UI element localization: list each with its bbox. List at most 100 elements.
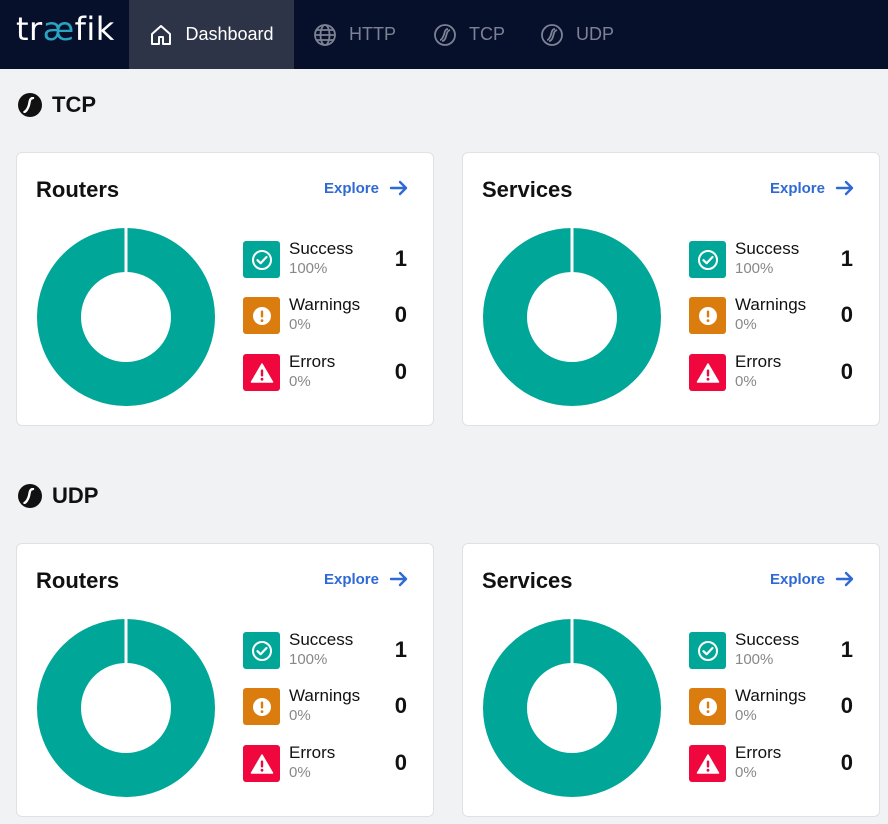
tab-http[interactable]: HTTP [313, 0, 396, 69]
stat-count: 0 [840, 302, 853, 327]
section-title-text: TCP [52, 92, 96, 117]
stat-errors: Errors 0% 0 [243, 352, 413, 392]
stat-percentage: 0% [289, 707, 311, 724]
tcp-routers-card: Routers Explore Success 100% 1 Warnings 0% 0 Err… [16, 152, 434, 426]
protocol-icon [18, 93, 42, 117]
stat-percentage: 0% [289, 316, 311, 333]
error-triangle-icon [250, 362, 273, 383]
stat-percentage: 0% [289, 764, 311, 781]
stat-errors: Errors 0% 0 [689, 743, 859, 783]
warning-circle-icon [698, 697, 717, 716]
traefik-logo[interactable]: træfik [16, 10, 115, 48]
explore-link[interactable]: Explore [770, 570, 855, 588]
stat-label: Success [289, 239, 354, 258]
section-title-tcp: TCP [18, 92, 96, 118]
explore-label: Explore [769, 570, 825, 588]
check-circle-icon [697, 640, 718, 661]
explore-label: Explore [323, 179, 379, 197]
home-icon [151, 24, 172, 45]
stat-count: 0 [840, 693, 853, 718]
explore-link[interactable]: Explore [324, 570, 409, 588]
stat-percentage: 100% [289, 651, 328, 668]
stat-label: Success [735, 630, 800, 649]
tcp-icon [434, 23, 456, 46]
stat-badge [243, 745, 280, 782]
arrow-right-icon [389, 571, 408, 587]
stat-label: Warnings [289, 295, 361, 314]
arrow-right-icon [835, 180, 854, 196]
section-title-text: UDP [52, 483, 99, 508]
explore-label: Explore [323, 570, 379, 588]
tab-dashboard[interactable]: Dashboard [129, 0, 294, 69]
stat-label: Warnings [735, 686, 807, 705]
section-title-udp: UDP [18, 483, 98, 509]
stat-percentage: 100% [735, 260, 774, 277]
stat-count: 1 [840, 246, 853, 271]
stat-count: 0 [394, 359, 407, 384]
stat-badge [243, 297, 280, 334]
stat-badge [243, 632, 280, 669]
explore-label: Explore [769, 179, 825, 197]
tab-label: HTTP [349, 24, 396, 44]
udp-routers-card: Routers Explore Success 100% 1 Warnings 0% 0 Err… [16, 543, 434, 817]
stat-warnings: Warnings 0% 0 [689, 686, 859, 726]
stat-percentage: 100% [735, 651, 774, 668]
stat-percentage: 0% [735, 316, 757, 333]
stat-count: 0 [394, 750, 407, 775]
stat-success: Success 100% 1 [689, 239, 859, 279]
error-triangle-icon [696, 753, 719, 774]
stat-count: 0 [394, 693, 407, 718]
card-title: Services [482, 568, 573, 593]
stat-percentage: 0% [735, 764, 757, 781]
globe-icon [314, 23, 336, 46]
stat-label: Errors [289, 352, 336, 371]
stat-count: 0 [394, 302, 407, 327]
stat-errors: Errors 0% 0 [243, 743, 413, 783]
check-circle-icon [697, 249, 718, 270]
status-donut-chart [483, 228, 661, 406]
warning-circle-icon [698, 306, 717, 325]
stat-label: Warnings [289, 686, 361, 705]
stat-badge [689, 632, 726, 669]
udp-icon [541, 23, 563, 46]
stat-count: 0 [840, 750, 853, 775]
stat-count: 1 [394, 246, 407, 271]
stat-label: Errors [735, 352, 782, 371]
stat-label: Success [735, 239, 800, 258]
card-title: Routers [36, 568, 120, 593]
stat-label: Errors [735, 743, 782, 762]
stat-badge [689, 745, 726, 782]
arrow-right-icon [389, 180, 408, 196]
stat-badge [689, 297, 726, 334]
stat-badge [689, 688, 726, 725]
tab-udp[interactable]: UDP [540, 0, 614, 69]
tab-tcp[interactable]: TCP [433, 0, 505, 69]
stat-badge [689, 354, 726, 391]
card-title: Services [482, 177, 573, 202]
explore-link[interactable]: Explore [324, 179, 409, 197]
stat-count: 1 [840, 637, 853, 662]
status-donut-chart [483, 619, 661, 797]
stat-label: Success [289, 630, 354, 649]
stat-percentage: 100% [289, 260, 328, 277]
stat-warnings: Warnings 0% 0 [243, 686, 413, 726]
status-donut-chart [37, 619, 215, 797]
check-circle-icon [251, 249, 272, 270]
explore-link[interactable]: Explore [770, 179, 855, 197]
error-triangle-icon [250, 753, 273, 774]
status-donut-chart [37, 228, 215, 406]
card-title: Routers [36, 177, 120, 202]
stat-badge [243, 354, 280, 391]
tab-label: UDP [576, 24, 615, 44]
stat-warnings: Warnings 0% 0 [243, 295, 413, 335]
stat-percentage: 0% [735, 707, 757, 724]
stat-success: Success 100% 1 [243, 630, 413, 670]
stat-success: Success 100% 1 [243, 239, 413, 279]
stat-warnings: Warnings 0% 0 [689, 295, 859, 335]
top-navigation-bar: træfik Dashboard HTTP TCP UDP [0, 0, 888, 69]
stat-label: Warnings [735, 295, 807, 314]
protocol-icon [18, 484, 42, 508]
check-circle-icon [251, 640, 272, 661]
udp-services-card: Services Explore Success 100% 1 Warnings 0% 0 Er… [462, 543, 880, 817]
tcp-services-card: Services Explore Success 100% 1 Warnings 0% 0 Er… [462, 152, 880, 426]
